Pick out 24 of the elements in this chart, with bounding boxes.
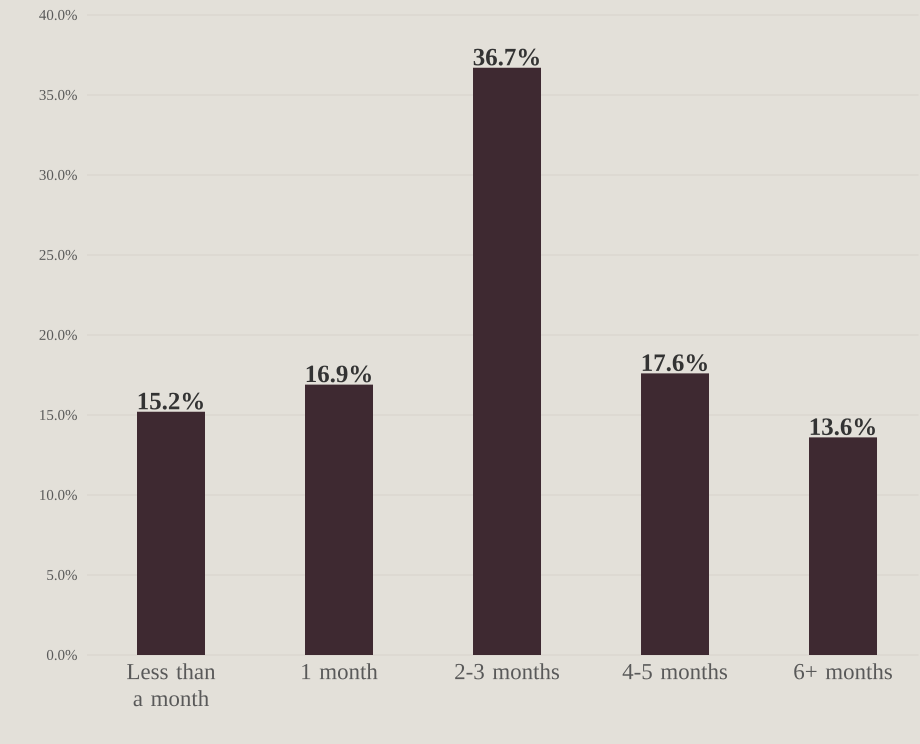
y-tick-label: 0.0% — [46, 650, 77, 660]
bar — [137, 412, 206, 655]
y-tick-label: 30.0% — [40, 170, 77, 180]
x-tick-label: Less than a month — [127, 663, 216, 706]
x-tick-label: 4-5 months — [622, 663, 728, 680]
bar — [641, 373, 710, 655]
x-tick-label: 2-3 months — [455, 663, 560, 680]
x-tick-label: 6+ months — [794, 663, 892, 680]
bar — [473, 68, 542, 655]
y-tick-label: 15.0% — [40, 410, 77, 420]
data-label: 17.6% — [642, 354, 707, 372]
bar — [305, 384, 374, 655]
y-tick-label: 10.0% — [40, 490, 77, 500]
y-tick-label: 35.0% — [40, 90, 77, 100]
y-tick-label: 40.0% — [39, 10, 77, 20]
bar — [809, 437, 878, 655]
data-label: 15.2% — [138, 392, 203, 410]
y-tick-label: 25.0% — [40, 250, 77, 260]
y-tick-label: 20.0% — [40, 330, 77, 340]
y-tick-label: 5.0% — [47, 570, 77, 580]
x-tick-label: 1 month — [302, 663, 378, 680]
data-label: 13.6% — [810, 418, 875, 436]
data-label: 36.7% — [474, 48, 539, 66]
data-label: 16.9% — [306, 365, 371, 382]
